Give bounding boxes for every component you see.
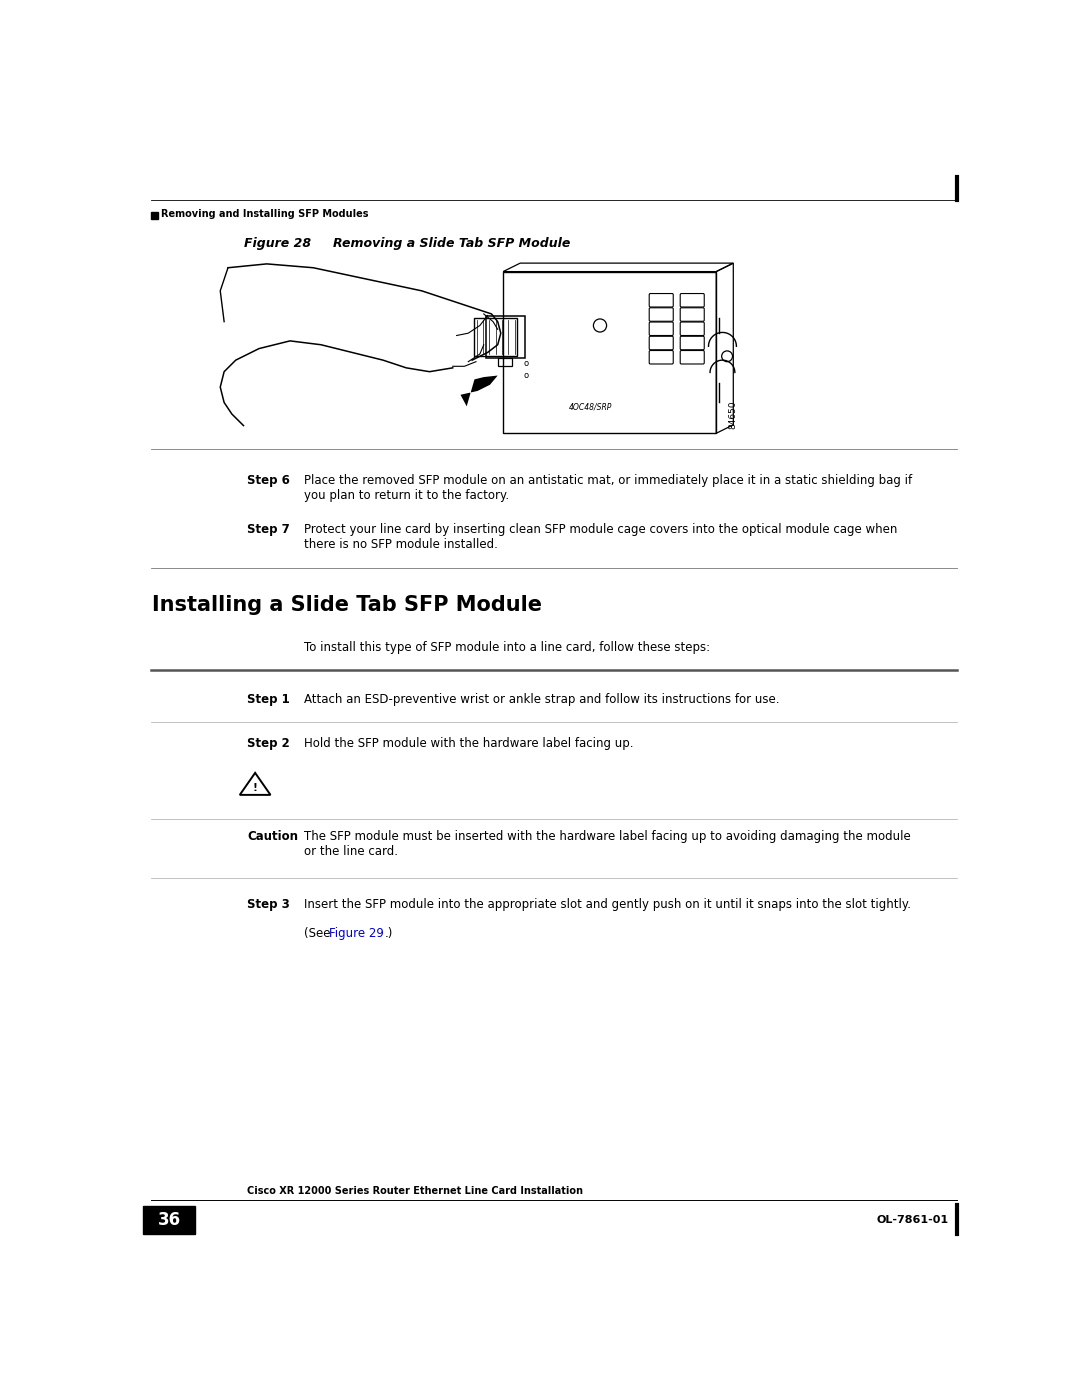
Polygon shape <box>460 376 498 407</box>
Text: 84650: 84650 <box>729 401 738 429</box>
Text: Step 1: Step 1 <box>247 693 291 705</box>
Text: Step 2: Step 2 <box>247 738 291 750</box>
Text: !: ! <box>253 784 257 793</box>
Bar <box>150 211 159 219</box>
Text: OL-7861-01: OL-7861-01 <box>877 1215 948 1225</box>
Text: The SFP module must be inserted with the hardware label facing up to avoiding da: The SFP module must be inserted with the… <box>303 830 910 858</box>
Text: Figure 29: Figure 29 <box>328 926 383 940</box>
Text: o: o <box>524 359 529 369</box>
Text: o: o <box>524 372 529 380</box>
Text: Protect your line card by inserting clean SFP module cage covers into the optica: Protect your line card by inserting clea… <box>303 524 897 552</box>
Bar <box>474 319 517 356</box>
Text: To install this type of SFP module into a line card, follow these steps:: To install this type of SFP module into … <box>303 641 710 654</box>
Text: Installing a Slide Tab SFP Module: Installing a Slide Tab SFP Module <box>152 595 542 615</box>
Text: Cisco XR 12000 Series Router Ethernet Line Card Installation: Cisco XR 12000 Series Router Ethernet Li… <box>247 1186 583 1196</box>
Bar <box>143 1207 195 1234</box>
Text: .): .) <box>384 926 393 940</box>
Text: Removing and Installing SFP Modules: Removing and Installing SFP Modules <box>161 208 369 219</box>
Text: Removing a Slide Tab SFP Module: Removing a Slide Tab SFP Module <box>333 237 570 250</box>
Text: Step 6: Step 6 <box>247 474 291 488</box>
Text: Step 7: Step 7 <box>247 524 291 536</box>
Text: 4OC48/SRP: 4OC48/SRP <box>569 402 612 412</box>
Text: Hold the SFP module with the hardware label facing up.: Hold the SFP module with the hardware la… <box>303 738 634 750</box>
Text: Attach an ESD-preventive wrist or ankle strap and follow its instructions for us: Attach an ESD-preventive wrist or ankle … <box>303 693 780 705</box>
Text: Caution: Caution <box>247 830 298 842</box>
Text: (See: (See <box>303 926 334 940</box>
Bar <box>486 316 525 358</box>
Text: 36: 36 <box>158 1211 180 1229</box>
Bar <box>499 358 512 366</box>
Text: Figure 28: Figure 28 <box>243 237 311 250</box>
Text: Insert the SFP module into the appropriate slot and gently push on it until it s: Insert the SFP module into the appropria… <box>303 898 910 911</box>
Text: Place the removed SFP module on an antistatic mat, or immediately place it in a : Place the removed SFP module on an antis… <box>303 474 913 502</box>
Text: Step 3: Step 3 <box>247 898 291 911</box>
